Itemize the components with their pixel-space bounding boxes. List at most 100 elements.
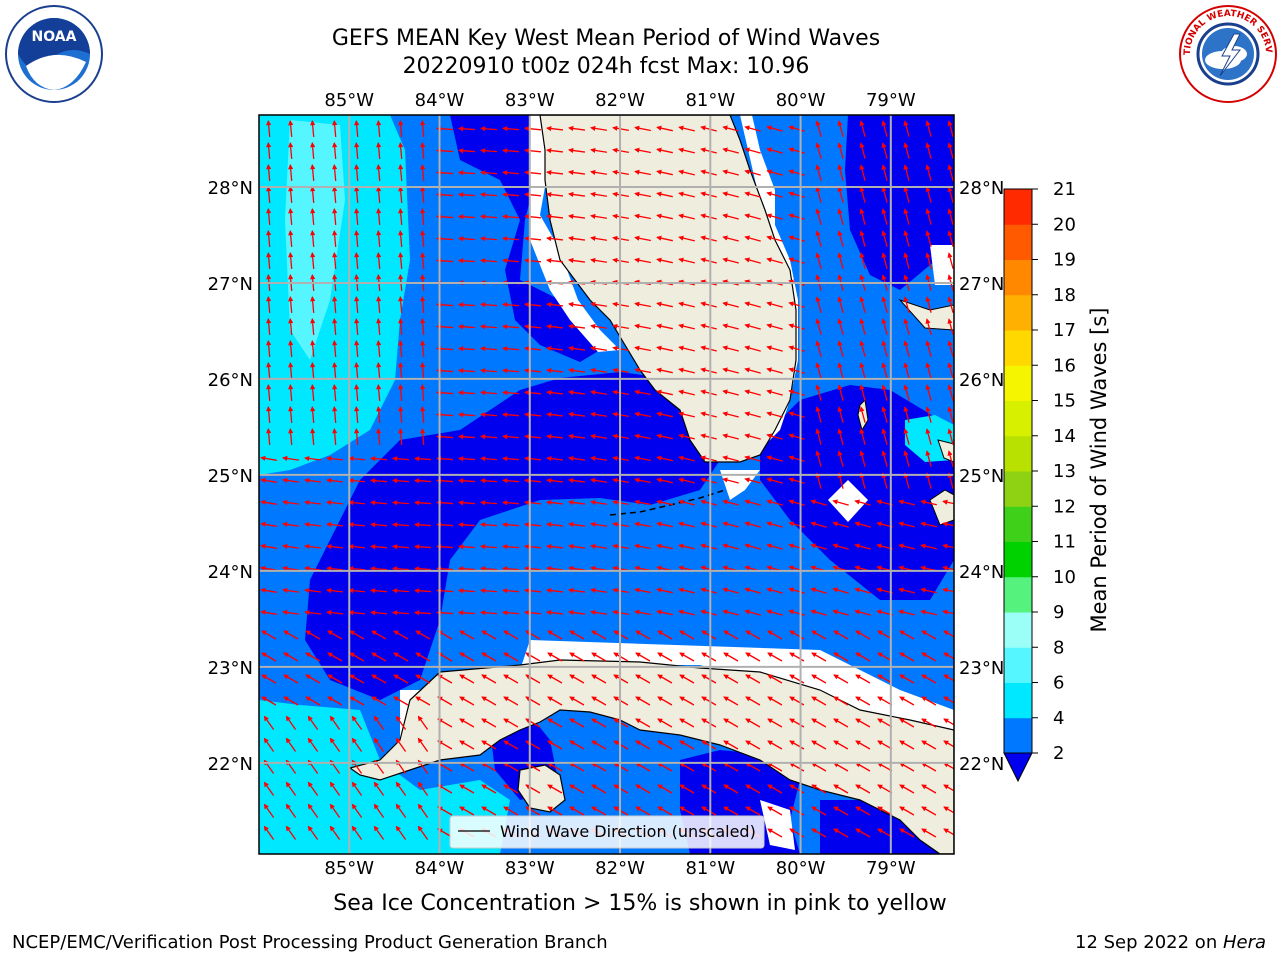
- wind-wave-arrow: [744, 587, 761, 594]
- wind-wave-arrow: [479, 588, 498, 594]
- wind-wave-arrow: [376, 119, 382, 138]
- wind-wave-arrow: [815, 406, 822, 423]
- wind-wave-arrow: [877, 828, 893, 838]
- wind-wave-arrow: [547, 806, 563, 816]
- wind-wave-arrow: [789, 784, 805, 794]
- wind-wave-arrow: [700, 521, 717, 528]
- wind-wave-arrow: [501, 126, 520, 132]
- wind-wave-arrow: [326, 455, 344, 462]
- wind-wave-arrow: [369, 544, 388, 550]
- wind-wave-arrow: [788, 433, 805, 440]
- wind-wave-arrow: [590, 609, 608, 615]
- wind-wave-arrow: [656, 609, 673, 616]
- wind-wave-arrow: [329, 715, 341, 730]
- wind-wave-arrow: [678, 147, 695, 154]
- wind-wave-arrow: [678, 389, 695, 396]
- wind-wave-arrow: [546, 257, 564, 264]
- wind-wave-arrow: [854, 587, 871, 594]
- wind-wave-arrow: [481, 674, 497, 684]
- wind-wave-arrow: [398, 405, 404, 424]
- colorbar-segment: [1004, 294, 1032, 331]
- wind-wave-arrow: [859, 318, 866, 335]
- wind-wave-arrow: [942, 609, 954, 615]
- wind-wave-arrow: [266, 229, 272, 248]
- wind-wave-arrow: [348, 610, 366, 616]
- wind-wave-arrow: [261, 674, 277, 684]
- lat-label-left: 24°N: [208, 562, 253, 583]
- wind-wave-arrow: [943, 718, 954, 726]
- wind-wave-arrow: [657, 718, 673, 728]
- wind-wave-arrow: [479, 456, 498, 462]
- wind-wave-arrow: [656, 191, 673, 198]
- wind-wave-arrow: [700, 389, 717, 396]
- wind-wave-arrow: [459, 784, 475, 794]
- wind-wave-arrow: [288, 361, 294, 380]
- wind-wave-arrow: [788, 389, 805, 396]
- wind-wave-arrow: [635, 674, 651, 684]
- wind-wave-arrow: [348, 566, 366, 572]
- wind-wave-arrow: [634, 433, 651, 440]
- ocean-period-lt2-gulf: [305, 372, 720, 700]
- wind-wave-arrow: [635, 784, 651, 794]
- wind-wave-arrow: [546, 433, 564, 440]
- wind-wave-arrow: [903, 362, 910, 379]
- wind-wave-arrow: [590, 191, 608, 197]
- wind-wave-arrow: [525, 630, 541, 640]
- wind-wave-arrow: [788, 477, 805, 484]
- wind-wave-arrow: [766, 169, 783, 176]
- wind-wave-arrow: [947, 384, 954, 401]
- wind-wave-arrow: [288, 339, 294, 358]
- wind-wave-arrow: [837, 406, 844, 423]
- wind-wave-arrow: [837, 120, 844, 137]
- wind-wave-arrow: [635, 718, 651, 728]
- wind-wave-arrow: [546, 125, 564, 132]
- wind-wave-arrow: [420, 119, 426, 138]
- wind-wave-arrow: [266, 361, 272, 380]
- wind-wave-arrow: [766, 257, 783, 264]
- wind-wave-arrow: [376, 163, 382, 182]
- wind-wave-arrow: [634, 235, 651, 242]
- wind-wave-arrow: [903, 186, 910, 203]
- wind-wave-arrow: [700, 587, 717, 594]
- wind-wave-arrow: [326, 609, 344, 616]
- wind-wave-arrow: [266, 383, 272, 402]
- wind-wave-arrow: [590, 147, 608, 153]
- wind-wave-arrow: [943, 784, 954, 792]
- wind-wave-arrow: [590, 301, 608, 307]
- wind-wave-arrow: [524, 148, 542, 154]
- wind-wave-arrow: [925, 142, 932, 159]
- wind-wave-arrow: [837, 208, 844, 225]
- wind-wave-arrow: [766, 433, 783, 440]
- wind-wave-arrow: [501, 368, 520, 374]
- wind-wave-arrow: [722, 147, 739, 154]
- wind-wave-arrow: [656, 433, 673, 440]
- wind-wave-arrow: [678, 301, 695, 308]
- wind-wave-arrow: [503, 718, 519, 728]
- wind-wave-arrow: [459, 806, 475, 816]
- wind-wave-arrow: [766, 411, 783, 418]
- wind-wave-arrow: [678, 455, 695, 462]
- wind-wave-arrow: [767, 674, 783, 684]
- wind-wave-arrow: [569, 652, 585, 662]
- wind-wave-arrow: [744, 389, 761, 396]
- wind-wave-arrow: [524, 566, 542, 572]
- wind-wave-arrow: [899, 806, 915, 816]
- colorbar-segment: [1004, 330, 1032, 366]
- wind-wave-arrow: [859, 208, 866, 225]
- wind-wave-arrow: [481, 740, 497, 750]
- wind-wave-arrow: [503, 806, 519, 816]
- wind-wave-arrow: [903, 252, 910, 269]
- wind-wave-arrow: [722, 367, 739, 374]
- wind-wave-arrow: [788, 345, 805, 352]
- wind-wave-arrow: [503, 652, 519, 662]
- wind-wave-arrow: [459, 740, 475, 750]
- wind-wave-arrow: [569, 696, 585, 706]
- wind-wave-arrow: [288, 405, 294, 424]
- wind-wave-arrow: [744, 191, 761, 198]
- wind-wave-arrow: [947, 164, 954, 181]
- wind-wave-arrow: [376, 405, 382, 424]
- wind-wave-arrow: [282, 587, 300, 594]
- wind-wave-arrow: [568, 565, 586, 572]
- lat-label-left: 26°N: [208, 370, 253, 391]
- wind-wave-arrow: [304, 521, 322, 528]
